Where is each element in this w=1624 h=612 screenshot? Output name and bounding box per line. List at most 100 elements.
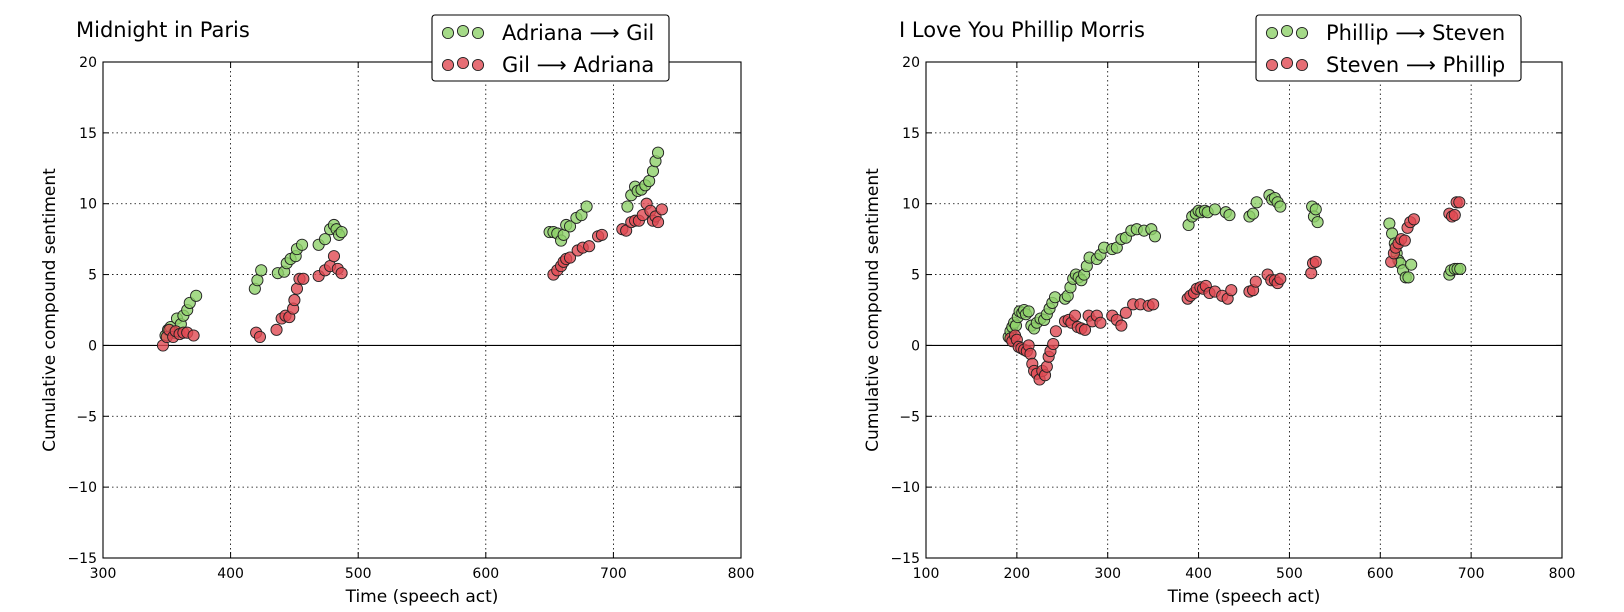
legend-box [431, 14, 670, 82]
y-axis-label: Cumulative compound sentiment [40, 168, 60, 452]
y-tick-label: 10 [79, 197, 97, 213]
y-tick-label: −15 [67, 551, 97, 567]
data-point-series-2 [270, 323, 283, 336]
data-point-series-2 [1407, 213, 1420, 226]
data-point-series-2 [1305, 267, 1318, 280]
data-point-series-1 [190, 289, 203, 302]
data-point-series-1 [335, 226, 348, 239]
data-point-series-2 [335, 267, 348, 280]
data-point-series-2 [1147, 298, 1160, 311]
x-tick-label: 300 [90, 566, 117, 582]
data-point-series-1 [1247, 207, 1260, 220]
x-axis-label: Time (speech act) [1167, 587, 1321, 607]
data-point-series-2 [652, 216, 665, 229]
data-point-series-2 [253, 330, 266, 343]
x-tick-label: 400 [217, 566, 244, 582]
legend-marker-series-1 [441, 24, 485, 40]
y-tick-label: 0 [911, 338, 920, 354]
data-point-series-2 [1049, 325, 1062, 338]
legend-marker-series-1 [1265, 24, 1309, 40]
data-point-series-1 [1022, 305, 1035, 318]
x-tick-label: 600 [472, 566, 499, 582]
y-tick-label: 5 [88, 268, 97, 284]
legend: Phillip ⟶ Steven Steven ⟶ Phillip [1255, 14, 1522, 82]
y-tick-label: 10 [902, 197, 920, 213]
legend-label-series-1: Adriana ⟶ Gil [502, 21, 654, 45]
data-point-series-1 [1274, 200, 1287, 213]
y-tick-label: −5 [899, 409, 920, 425]
data-point-series-1 [255, 264, 268, 277]
data-point-series-1 [652, 146, 665, 159]
x-tick-label: 400 [1185, 566, 1212, 582]
legend-marker-dot [456, 24, 470, 38]
legend-box [1255, 14, 1522, 82]
data-point-series-1 [1250, 196, 1263, 209]
data-point-series-1 [296, 238, 309, 251]
data-point-series-2 [327, 250, 341, 263]
legend-marker-dot [1265, 58, 1279, 72]
data-point-series-2 [1115, 319, 1128, 332]
x-axis-label: Time (speech act) [345, 587, 499, 607]
x-tick-label: 700 [1458, 566, 1485, 582]
y-tick-label: 20 [902, 55, 920, 71]
data-point-series-2 [1047, 337, 1060, 351]
data-point-series-2 [1225, 284, 1238, 297]
data-point-series-1 [318, 233, 332, 246]
y-tick-label: −15 [890, 551, 920, 567]
legend-label-series-2: Gil ⟶ Adriana [502, 53, 654, 77]
legend-marker-dot [1265, 26, 1279, 40]
data-point-series-2 [655, 203, 668, 216]
legend-marker-dot [1280, 56, 1294, 70]
data-point-series-1 [1402, 271, 1415, 284]
data-point-series-2 [1274, 272, 1287, 285]
data-point-series-1 [1311, 216, 1324, 229]
x-tick-label: 500 [1276, 566, 1303, 582]
data-point-series-2 [563, 251, 577, 264]
legend-marker-dot [471, 58, 485, 72]
legend-marker-dot [441, 26, 455, 40]
x-tick-label: 700 [600, 566, 627, 582]
panel-i-love-you-phillip-morris: 100 200 300 400 500 600 700 800 −15 −10 −5 0 5 10 15 20… [863, 14, 1575, 607]
data-point-series-1 [1223, 209, 1236, 222]
panel-title: I Love You Phillip Morris [899, 18, 1145, 42]
data-point-series-1 [1309, 203, 1322, 216]
x-tick-label: 600 [1367, 566, 1394, 582]
legend-marker-dot [441, 58, 455, 72]
axis-ticks: 300 400 500 600 700 800 −15 −10 −5 0 5 10 15 20 [67, 55, 754, 582]
data-point-series-2 [1068, 309, 1082, 322]
y-tick-label: 15 [79, 126, 97, 142]
data-point-series-2 [1024, 347, 1037, 360]
y-axis-label: Cumulative compound sentiment [863, 168, 883, 452]
y-tick-label: −5 [76, 409, 97, 425]
legend-label-series-1: Phillip ⟶ Steven [1326, 21, 1505, 45]
plot-frame [102, 61, 742, 559]
legend-marker-series-2 [441, 56, 485, 72]
data-point-series-1 [1405, 258, 1418, 271]
data-point-series-2 [1453, 196, 1466, 209]
y-tick-label: 5 [911, 268, 920, 284]
legend-label-series-2: Steven ⟶ Phillip [1326, 53, 1505, 77]
legend-marker-dot [1295, 26, 1309, 40]
x-tick-label: 500 [345, 566, 372, 582]
x-tick-label: 800 [728, 566, 755, 582]
y-tick-label: −10 [67, 480, 97, 496]
data-point-series-1 [1383, 217, 1396, 230]
y-tick-label: 0 [88, 338, 97, 354]
data-point-series-2 [1094, 316, 1107, 329]
legend-marker-dot [1295, 58, 1309, 72]
data-point-series-1 [1208, 203, 1221, 216]
data-point-series-2 [1249, 275, 1262, 288]
data-point-series-1 [1454, 262, 1467, 275]
data-point-series-2 [583, 240, 596, 253]
data-point-series-2 [297, 272, 310, 285]
legend-marker-dot [471, 26, 485, 40]
legend-marker-series-2 [1265, 56, 1309, 72]
data-point-series-2 [595, 228, 608, 241]
y-tick-label: 15 [902, 126, 920, 142]
plot-frame [925, 61, 1563, 559]
data-point-series-2 [187, 329, 200, 342]
scatter-points [156, 146, 668, 352]
x-tick-label: 200 [1003, 566, 1030, 582]
data-point-series-2 [288, 294, 301, 307]
